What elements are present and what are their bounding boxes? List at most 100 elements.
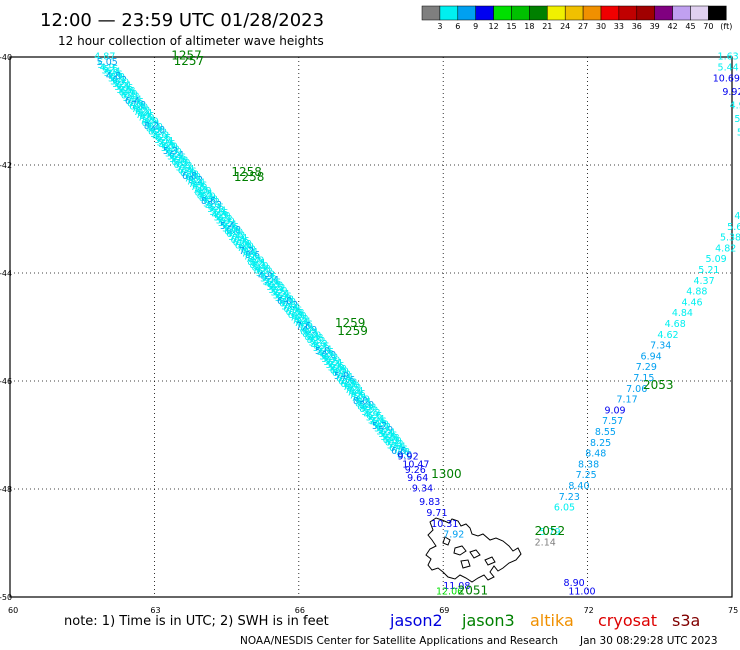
track-observation: 6.4 [178,165,193,176]
wave-height-value: 11.08 [443,581,470,592]
track-observation: 5.3 [110,76,125,87]
track-observation: 6.2 [332,368,347,379]
track-observation: 7.2 [125,92,140,103]
track-observation: 8.0 [353,396,368,407]
track-observation: 6.6 [277,292,292,303]
track-observation: 5.4 [106,67,121,78]
pass-time-label: 2052 [535,524,566,538]
track-observation: 4.8 [106,71,121,82]
track-observation: 6.2 [279,299,294,310]
wave-height-value: 4.84 [672,308,693,319]
track-observation: 7.2 [239,246,254,257]
longitude-tick-label: 75 [728,606,738,615]
track-observation: 5.5 [218,218,233,229]
track-observation: 7.8 [140,115,155,126]
track-observation: 5.9 [167,147,182,158]
track-observation: 5.9 [123,93,138,104]
track-observation: 8.4 [243,247,258,258]
track-observation: 8.2 [250,260,265,271]
track-observation: 6.4 [327,358,342,369]
track-observation: 8.2 [241,244,256,255]
track-observation: 7.4 [188,179,203,190]
wave-height-value: 9.92 [397,451,418,462]
track-observation: 5.3 [163,146,178,157]
track-observation: 5.9 [334,371,349,382]
track-observation: 5.5 [262,272,277,283]
wave-height-value: 9.26 [405,465,426,476]
longitude-labels: 60 63 66 69 72 75 [8,606,738,615]
legend-swatch [421,5,441,21]
legend-tick-label: 6 [455,22,460,31]
track-observation: 7.2 [292,315,307,326]
track-observation: 5.9 [325,355,340,366]
track-observation: 5.3 [216,215,231,226]
track-observation: 4.8 [256,264,271,275]
wave-height-value: 4.68 [665,319,686,330]
track-observation: 7.0 [342,382,357,393]
wave-height-value: 7.25 [576,470,597,481]
track-observation: 5.5 [112,79,127,90]
track-observation: 7.0 [290,313,305,324]
longitude-tick-label: 72 [584,606,594,615]
wave-height-value: 8.55 [595,427,616,438]
track-observation: 5.1 [260,274,275,285]
legend-tick-label: 30 [596,22,606,31]
track-observation: 6.2 [226,229,241,240]
longitude-tick-label: 63 [150,606,160,615]
track-observation: 5.0 [148,122,163,133]
track-observation: 4.8 [159,140,174,151]
latitude-labels: -40 -42 -44 -46 -48 -50 [0,53,12,602]
wave-height-value: 5.21 [698,265,719,276]
track-observation: 4.9 [311,340,326,351]
legend-swatch [529,5,548,21]
track-observation: 6.0 [374,419,389,430]
track-observation: 6.2 [323,353,338,364]
track-observation: 5.5 [156,133,171,144]
track-observation: 7.6 [296,321,311,332]
track-observation: 6.2 [173,160,188,171]
track-observation: 5.2 [258,267,273,278]
track-observation: 5.5 [323,357,338,368]
wave-height-value: 10.69 [713,73,740,84]
legend-swatch [600,5,620,21]
jason3-track-dense: 5.5.54.95.45.15.65.06.04.86.25.25.95.36.… [97,60,412,461]
wave-height-value: 10.31 [431,519,458,530]
legend-tick-label: 45 [685,22,695,31]
track-observation: 8.6 [359,404,374,415]
track-observation: 5. [150,129,159,140]
track-observation: 6.0 [119,88,134,99]
track-observation: 7.8 [193,185,208,196]
wave-height-value: 12.06 [436,586,463,597]
track-observation: 5.2 [205,197,220,208]
track-observation: 6.8 [235,240,250,251]
track-observation: 5.3 [207,200,222,211]
latitude-tick-label: -46 [0,377,12,386]
track-observation: 7.8 [237,239,252,250]
track-observation: 6.8 [173,155,188,166]
track-observation: 7.4 [347,388,362,399]
track-observation: 8.0 [133,103,148,114]
track-observation: 5.2 [266,282,281,293]
track-observation: 7.6 [234,236,249,247]
track-observation: 6.0 [224,226,239,237]
track-observation: 5.5 [376,426,391,437]
track-observation: 7.2 [230,230,245,241]
track-observation: 7.8 [289,308,304,319]
legend-tick-label: 15 [506,22,516,31]
track-observation: 6.8 [279,294,294,305]
track-observation: 5.9 [220,217,235,228]
wave-height-value: 4.46 [681,297,702,308]
wave-height-value: 11.00 [568,586,595,597]
track-observation: 4.9 [144,117,159,128]
track-observation: 7.4 [285,303,300,314]
track-observation: 5.9 [378,425,393,436]
track-observation: 6.2 [112,75,127,86]
track-observation: 8.4 [304,332,319,343]
legend-tick-label: 70 [703,22,713,31]
track-observation: 5.6 [372,417,387,428]
track-observation: 5.6 [266,278,281,289]
track-observation: 6.6 [127,99,142,110]
track-observation: 5.5 [315,342,330,353]
track-observation: 7.6 [340,375,355,386]
track-observation: 5.9 [176,163,191,174]
